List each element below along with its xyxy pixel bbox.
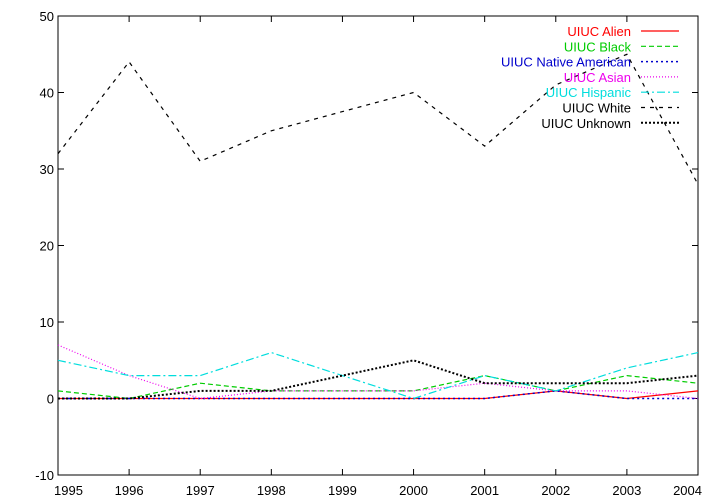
x-tick-label: 2002 xyxy=(541,483,570,498)
series-line-uiuc-alien xyxy=(58,390,699,400)
x-tick-label: 2000 xyxy=(399,483,428,498)
y-tick-label: 30 xyxy=(40,162,54,177)
legend-label: UIUC Alien xyxy=(567,24,631,39)
x-tick-label: 1999 xyxy=(328,483,357,498)
legend-label: UIUC Native American xyxy=(501,55,631,70)
legend-label: UIUC White xyxy=(562,101,631,116)
series-line-uiuc-hispanic xyxy=(57,351,699,400)
series-line-uiuc-native-american xyxy=(58,390,698,400)
legend-label: UIUC Black xyxy=(564,39,632,54)
x-tick-label: 2003 xyxy=(612,483,641,498)
y-tick-label: 10 xyxy=(40,315,54,330)
x-tick-label: 2004 xyxy=(673,483,702,498)
x-tick-label: 1995 xyxy=(54,483,83,498)
y-tick-label: -10 xyxy=(35,468,54,483)
axis-ticks: -10 0 10 20 30 40 50 1995 1996 1997 1998 1999 2000 20… xyxy=(35,9,702,498)
legend-label: UIUC Unknown xyxy=(541,116,631,131)
legend-label: UIUC Asian xyxy=(564,70,631,85)
x-tick-label: 1996 xyxy=(115,483,144,498)
legend-label: UIUC Hispanic xyxy=(546,85,632,100)
series-line-uiuc-unknown xyxy=(58,359,699,400)
series-line-uiuc-white xyxy=(57,53,699,185)
y-tick-label: 50 xyxy=(40,9,54,24)
y-tick-label: 0 xyxy=(47,392,54,407)
series-line-uiuc-asian xyxy=(57,344,699,400)
y-tick-label: 20 xyxy=(40,239,54,254)
x-tick-label: 2001 xyxy=(470,483,499,498)
x-tick-label: 1998 xyxy=(257,483,286,498)
series-lines xyxy=(57,53,699,400)
x-tick-label: 1997 xyxy=(186,483,215,498)
y-tick-label: 40 xyxy=(40,86,54,101)
